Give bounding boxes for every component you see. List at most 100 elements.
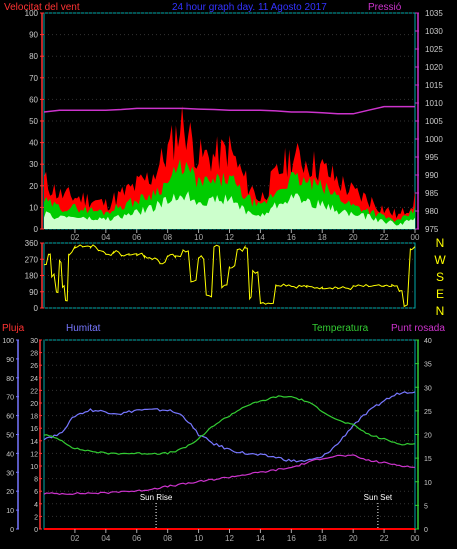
wind-x-tick-label: 20 [349, 233, 358, 242]
wind-x-tick-label: 10 [194, 233, 203, 242]
rain-y-tick-label: 8 [34, 477, 38, 484]
wind-x-tick-label: 18 [318, 233, 327, 242]
chart-date-title: 24 hour graph day. 11 Agosto 2017 [172, 2, 327, 13]
climate-x-tick-label: 08 [163, 534, 172, 543]
climate-x-tick-label: 12 [225, 534, 234, 543]
pressure-y-tick-label: 980 [425, 207, 439, 216]
direction-y-tick-label: 0 [34, 304, 39, 313]
humidity-y-tick-label: 30 [6, 470, 14, 477]
rain-y-tick-label: 10 [30, 464, 38, 471]
wind-direction-line [43, 244, 416, 308]
wind-y-tick-label: 10 [29, 203, 38, 212]
climate-panel-frame [43, 339, 416, 530]
direction-panel-frame [43, 242, 416, 309]
wind-x-tick-label: 02 [70, 233, 79, 242]
pressure-y-tick-label: 1015 [425, 81, 443, 90]
compass-label: W [434, 253, 446, 267]
wind-y-tick-label: 80 [29, 52, 38, 61]
pressure-y-tick-label: 985 [425, 189, 439, 198]
climate-x-tick-label: 10 [194, 534, 203, 543]
dewpoint-label: Punt rosada [391, 323, 445, 334]
humidity-y-tick-label: 10 [6, 508, 14, 515]
temp-y-tick-label: 0 [424, 527, 428, 534]
humidity-line [43, 391, 416, 463]
rain-y-tick-label: 0 [34, 527, 38, 534]
rain-y-tick-label: 22 [30, 388, 38, 395]
rain-y-tick-label: 2 [34, 514, 38, 521]
temperature-label: Temperatura [312, 323, 369, 334]
pressure-y-tick-label: 1000 [425, 135, 443, 144]
temp-y-tick-label: 25 [424, 409, 432, 416]
pressure-line [43, 105, 415, 115]
humidity-label: Humitat [66, 323, 101, 334]
pressure-y-tick-label: 995 [425, 153, 439, 162]
temp-y-tick-label: 30 [424, 385, 432, 392]
pressure-y-tick-label: 975 [425, 225, 439, 234]
pressure-y-tick-label: 1035 [425, 9, 443, 18]
humidity-y-tick-label: 50 [6, 433, 14, 440]
compass-label: N [436, 304, 445, 318]
pressure-y-tick-label: 1010 [425, 99, 443, 108]
wind-y-tick-label: 30 [29, 160, 38, 169]
direction-y-tick-label: 270 [25, 255, 39, 264]
sun-event-label: Sun Rise [140, 493, 173, 502]
wind-x-tick-label: 16 [287, 233, 296, 242]
climate-x-tick-label: 16 [287, 534, 296, 543]
temperature-line [43, 395, 416, 455]
climate-x-tick-label: 18 [318, 534, 327, 543]
wind-y-tick-label: 20 [29, 182, 38, 191]
wind-y-tick-label: 40 [29, 139, 38, 148]
climate-x-tick-label: 00 [411, 534, 420, 543]
temp-y-tick-label: 40 [424, 338, 432, 345]
humidity-y-tick-label: 20 [6, 489, 14, 496]
wind-y-tick-label: 70 [29, 74, 38, 83]
wind-x-tick-label: 14 [256, 233, 265, 242]
climate-x-tick-label: 06 [132, 534, 141, 543]
climate-x-tick-label: 04 [101, 534, 110, 543]
temp-y-tick-label: 20 [424, 433, 432, 440]
direction-y-tick-label: 360 [25, 239, 39, 248]
temp-y-tick-label: 10 [424, 480, 432, 487]
wind-speed-title: Velocitat del vent [4, 2, 80, 13]
wind-chart: 1009080706050403020100103510301025102010… [25, 9, 444, 242]
humidity-y-tick-label: 0 [10, 527, 14, 534]
wind-x-tick-label: 06 [132, 233, 141, 242]
climate-x-tick-label: 02 [70, 534, 79, 543]
humidity-y-tick-label: 70 [6, 395, 14, 402]
wind-y-tick-label: 50 [29, 117, 38, 126]
pressure-y-tick-label: 1020 [425, 63, 443, 72]
climate-x-tick-label: 22 [380, 534, 389, 543]
rain-y-tick-label: 4 [34, 502, 38, 509]
pressure-y-tick-label: 1030 [425, 27, 443, 36]
climate-x-tick-label: 20 [349, 534, 358, 543]
rain-y-tick-label: 24 [30, 376, 38, 383]
pressure-y-tick-label: 990 [425, 171, 439, 180]
rain-y-tick-label: 20 [30, 401, 38, 408]
rain-label: Pluja [2, 323, 25, 334]
pressure-y-tick-label: 1005 [425, 117, 443, 126]
rain-y-tick-label: 6 [34, 489, 38, 496]
humidity-y-tick-label: 60 [6, 414, 14, 421]
rain-y-tick-label: 12 [30, 451, 38, 458]
temp-y-tick-label: 35 [424, 362, 432, 369]
direction-y-tick-label: 180 [25, 272, 39, 281]
direction-y-tick-label: 90 [29, 288, 38, 297]
compass-label: S [436, 270, 444, 284]
sun-event-label: Sun Set [364, 493, 393, 502]
temp-y-tick-label: 5 [424, 503, 428, 510]
climate-chart: 3028262422201816141210864201009080706050… [2, 338, 432, 543]
wind-x-tick-label: 12 [225, 233, 234, 242]
wind-x-tick-label: 04 [101, 233, 110, 242]
dewpoint-line [43, 454, 415, 496]
wind-y-tick-label: 0 [34, 225, 39, 234]
wind-x-tick-label: 22 [380, 233, 389, 242]
wind-x-tick-label: 00 [411, 233, 420, 242]
humidity-y-tick-label: 100 [2, 338, 14, 345]
rain-y-tick-label: 26 [30, 363, 38, 370]
temp-y-tick-label: 15 [424, 456, 432, 463]
wind-x-tick-label: 08 [163, 233, 172, 242]
wind-base-area [44, 191, 415, 229]
climate-x-tick-label: 14 [256, 534, 265, 543]
